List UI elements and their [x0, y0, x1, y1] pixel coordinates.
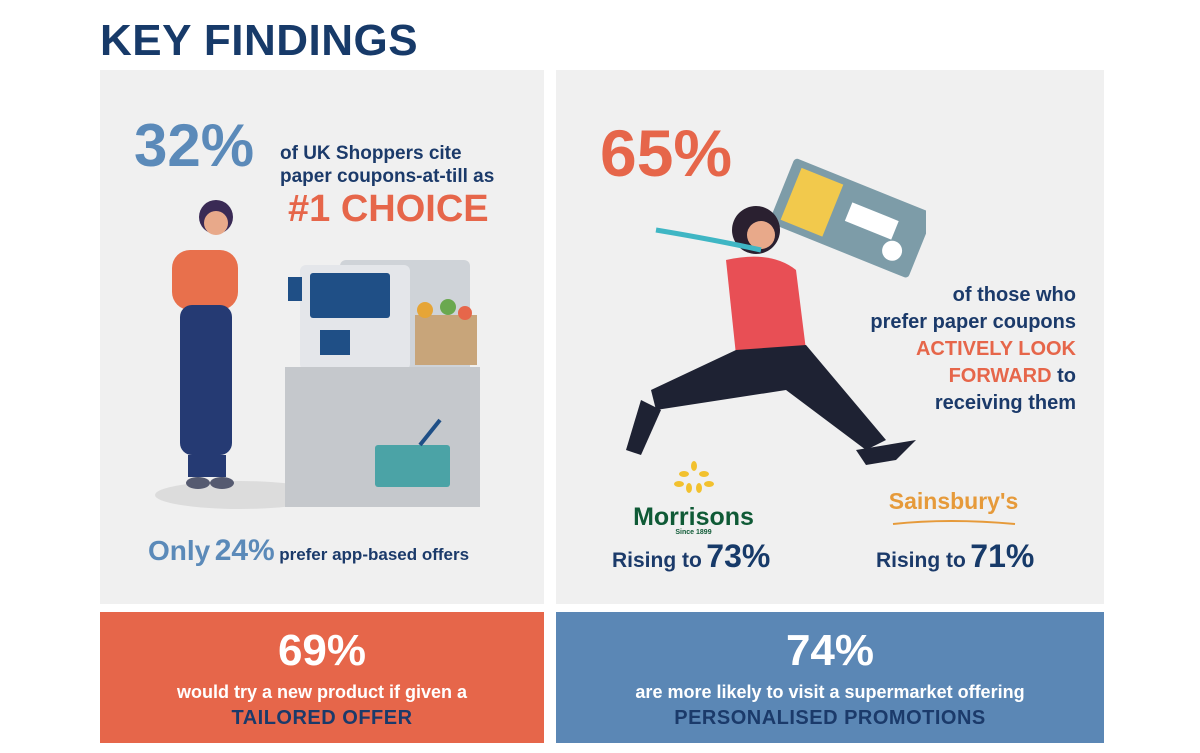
footer-stat: 24% — [214, 534, 275, 567]
right-line2: prefer paper coupons — [870, 311, 1076, 333]
sainsburys-rising: Rising to 71% — [876, 540, 1034, 572]
right-line1: of those who — [952, 284, 1076, 306]
box-left-stat: 69% — [277, 626, 367, 675]
morrisons-stat: 73% — [706, 538, 771, 574]
left-highlight: #1 CHOICE — [288, 188, 489, 230]
morrisons-rising: Rising to 73% — [612, 540, 770, 572]
page-title: KEY FINDINGS — [100, 16, 419, 65]
right-line3-suffix: to — [1057, 365, 1076, 387]
footer-prefix: Only — [148, 535, 211, 566]
left-line2: paper coupons-at-till as — [280, 166, 495, 187]
box-right-line: are more likely to visit a supermarket o… — [635, 682, 1025, 702]
left-line1: of UK Shoppers cite — [280, 143, 462, 164]
right-highlight1: ACTIVELY LOOK — [915, 338, 1076, 360]
box-tailored-offer: 69% would try a new product if given a T… — [100, 612, 544, 743]
morrisons-prefix: Rising to — [612, 549, 702, 572]
sainsburys-logo: Sainsbury's — [886, 488, 1021, 533]
box-left-line: would try a new product if given a — [176, 682, 468, 702]
footer-suffix: prefer app-based offers — [279, 545, 470, 564]
right-text: of those who prefer paper coupons ACTIVE… — [870, 282, 1076, 417]
sainsburys-name: Sainsbury's — [888, 488, 1019, 514]
morrisons-wheat-icon — [673, 461, 714, 493]
box-left-highlight: TAILORED OFFER — [231, 707, 413, 729]
right-highlight2: FORWARD — [948, 365, 1052, 387]
panel-left: 32% of UK Shoppers cite paper coupons-at… — [100, 70, 544, 604]
sainsburys-swoosh-icon — [892, 520, 1015, 525]
right-line4: receiving them — [934, 392, 1076, 414]
left-footer: Only 24% prefer app-based offers — [148, 536, 469, 566]
morrisons-tagline: Since 1899 — [675, 529, 712, 536]
box-right-highlight: PERSONALISED PROMOTIONS — [674, 707, 986, 729]
stat-65: 65% — [600, 116, 733, 190]
stat-32: 32% — [134, 112, 255, 179]
running-woman-coupon-illustration — [626, 158, 926, 465]
box-right-stat: 74% — [785, 626, 875, 675]
box-personalised-promotions: 74% are more likely to visit a supermark… — [556, 612, 1104, 743]
shopper-checkout-illustration — [155, 200, 480, 509]
panel-right: 65% of those who prefer paper coupons AC… — [556, 70, 1104, 604]
sainsburys-prefix: Rising to — [876, 549, 966, 572]
morrisons-name: Morrisons — [633, 503, 754, 531]
sainsburys-stat: 71% — [970, 538, 1035, 574]
morrisons-logo: Morrisons Since 1899 — [626, 460, 761, 536]
